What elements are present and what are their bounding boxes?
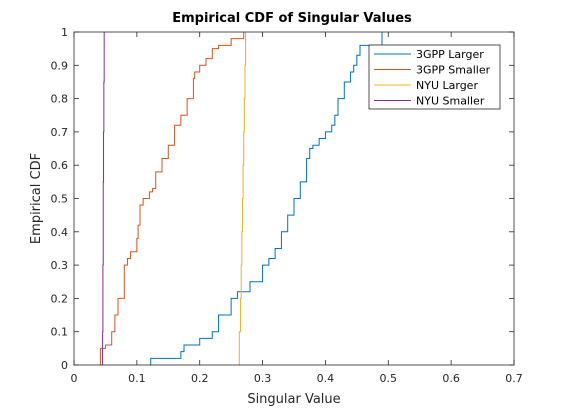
y-tick-label: 0.4 <box>51 226 69 239</box>
series-layer <box>99 32 383 366</box>
x-tick-label: 0.5 <box>380 372 398 385</box>
y-tick-label: 0 <box>61 359 68 372</box>
legend-label-nyu-smaller: NYU Smaller <box>416 95 485 108</box>
x-tick-label: 0.7 <box>505 372 523 385</box>
y-tick-label: 0.5 <box>51 193 69 206</box>
x-tick-label: 0.4 <box>317 372 335 385</box>
y-tick-label: 0.1 <box>51 326 69 339</box>
legend-label-nyu-larger: NYU Larger <box>416 79 478 92</box>
y-tick-label: 0.3 <box>51 259 69 272</box>
legend: 3GPP Larger 3GPP Smaller NYU Larger NYU Sma… <box>368 44 501 110</box>
y-tick-label: 0.6 <box>51 159 69 172</box>
y-tick-label: 0.8 <box>51 93 69 106</box>
legend-label-3gpp-smaller: 3GPP Smaller <box>416 64 491 77</box>
y-tick-label: 1 <box>61 26 68 39</box>
y-axis-label: Empirical CDF <box>29 153 44 244</box>
series-line-3gpp-smaller <box>99 32 245 366</box>
y-tick-label: 0.2 <box>51 292 69 305</box>
x-axis-label: Singular Value <box>247 392 340 407</box>
x-tick-label: 0.3 <box>254 372 272 385</box>
x-tick-label: 0 <box>71 372 78 385</box>
series-line-nyu-larger <box>238 32 247 366</box>
x-tick-label: 0.2 <box>191 372 209 385</box>
x-tick-label: 0.1 <box>128 372 146 385</box>
axes-layer: 0 0.1 0.2 0.3 0.4 0.5 0.6 0.7 0 0.1 0.2 0.3 0.4 0.5 0.… <box>51 26 523 385</box>
x-tick-label: 0.6 <box>442 372 460 385</box>
chart-title: Empirical CDF of Singular Values <box>172 11 412 26</box>
series-line-3gpp-larger <box>149 32 383 366</box>
y-tick-label: 0.7 <box>51 126 69 139</box>
y-tick-label: 0.9 <box>51 59 69 72</box>
legend-label-3gpp-larger: 3GPP Larger <box>416 48 484 61</box>
legend-box <box>368 44 501 110</box>
series-line-nyu-smaller <box>102 32 105 366</box>
